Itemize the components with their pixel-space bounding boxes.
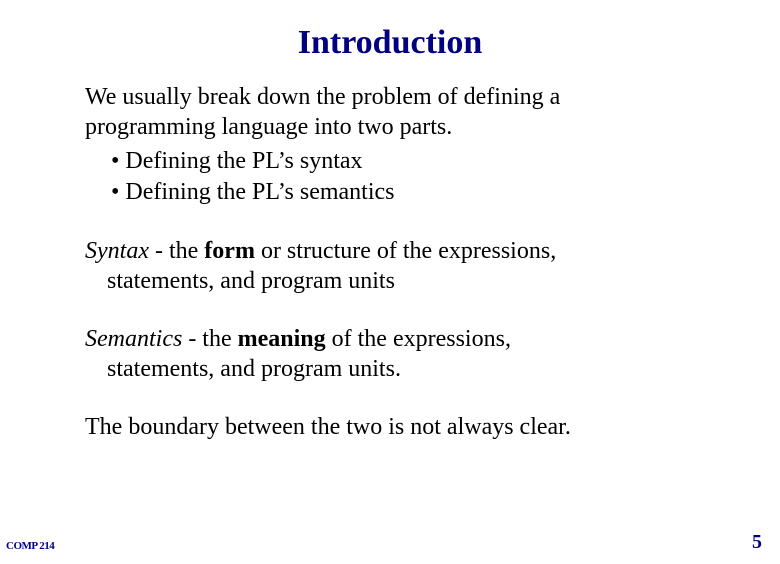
course-code: COMP 214 [6, 540, 54, 552]
para1-line1: We usually break down the problem of def… [85, 84, 560, 110]
semantics-sep: - the [182, 326, 237, 352]
semantics-rest: of the expressions, [326, 326, 511, 352]
slide-body: We usually break down the problem of def… [85, 82, 720, 442]
syntax-definition: Syntax - the form or structure of the ex… [85, 236, 720, 296]
syntax-rest: or structure of the expressions, [255, 238, 556, 264]
intro-paragraph: We usually break down the problem of def… [85, 82, 720, 142]
semantics-bold: meaning [238, 326, 326, 352]
bullet-semantics: • Defining the PL’s semantics [111, 177, 720, 208]
semantics-continuation: statements, and program units. [107, 354, 720, 384]
boundary-paragraph: The boundary between the two is not alwa… [85, 412, 720, 442]
slide-title: Introduction [0, 24, 780, 62]
semantics-definition: Semantics - the meaning of the expressio… [85, 324, 720, 384]
syntax-bold: form [204, 238, 255, 264]
para1-line2: programming language into two parts. [85, 114, 452, 140]
page-number: 5 [752, 531, 762, 554]
syntax-continuation: statements, and program units [107, 266, 720, 296]
syntax-sep: - the [149, 238, 204, 264]
syntax-term: Syntax [85, 238, 149, 264]
bullet-list: • Defining the PL’s syntax • Defining th… [111, 146, 720, 208]
semantics-term: Semantics [85, 326, 182, 352]
bullet-syntax: • Defining the PL’s syntax [111, 146, 720, 177]
